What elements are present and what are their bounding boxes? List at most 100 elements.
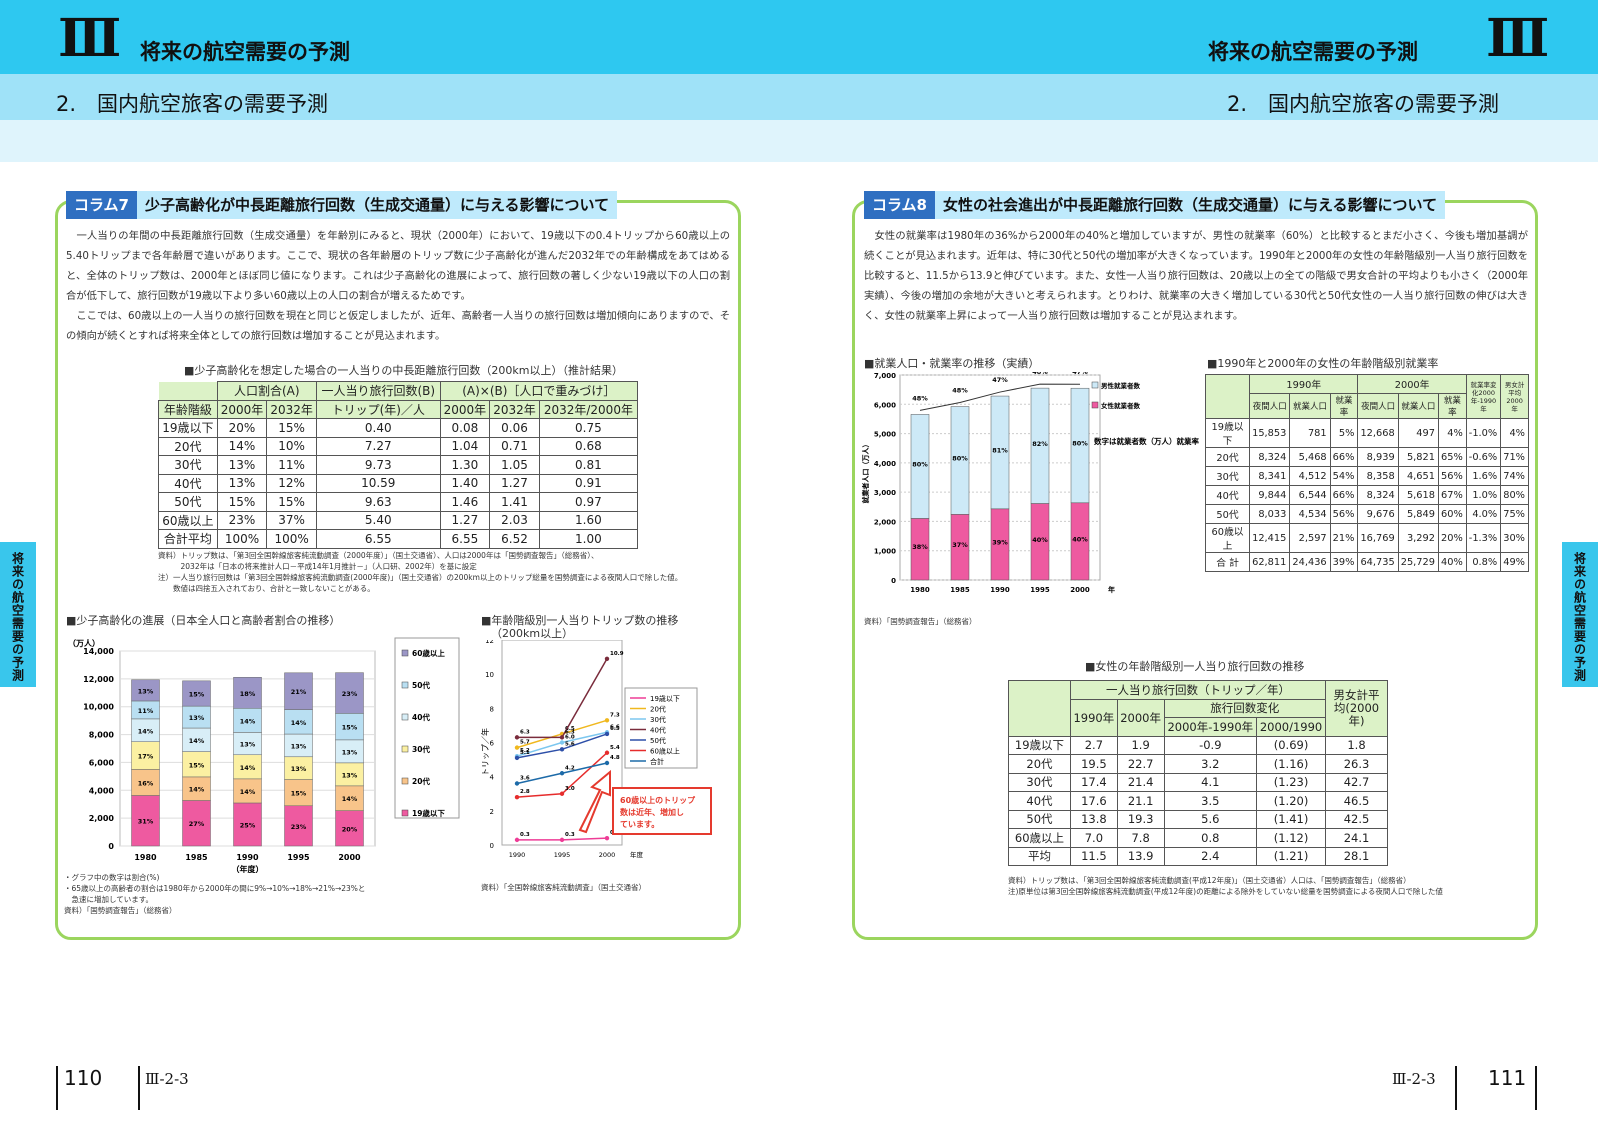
table1-cell: 0.75: [538, 418, 639, 438]
column8-heading: コラム8 女性の社会進出が中長距離旅行回数（生成交通量）に与える影響について: [864, 191, 1446, 219]
table1-cell: 12%: [266, 473, 317, 493]
y-axis-label: （万人）: [68, 638, 100, 648]
rate-total-label: 48%: [912, 394, 928, 402]
footer-rule-2: [138, 1066, 140, 1110]
table2-cell: 0.8%: [1465, 552, 1502, 572]
x-axis-label: 年度: [630, 850, 644, 859]
bar-segment-label: 14%: [240, 788, 256, 796]
rate-total-label: 48%: [952, 387, 968, 395]
table2-header-row: 1990年 2000年 就業率変化2000年-1990年 男女計平均2000年: [1204, 374, 1529, 419]
bar-segment-label: 13%: [138, 687, 154, 695]
table3-cell: 24.1: [1325, 828, 1388, 848]
table1-row-label: 合計平均: [158, 529, 218, 549]
x-tick-label: 1995: [1030, 586, 1050, 594]
table3-cell: 42.7: [1325, 772, 1388, 792]
data-label: 4.8: [610, 755, 620, 761]
bar-segment: [233, 754, 262, 780]
table2-cell: 12,415: [1249, 523, 1291, 553]
legend-label: 40代: [412, 712, 430, 722]
table3-row: 30代 17.4 21.4 4.1 (1.23) 42.7: [1008, 772, 1388, 792]
data-point: [559, 791, 565, 796]
table1-cell: 14%: [216, 436, 268, 456]
y-tick-label: 10: [485, 671, 494, 679]
rate-female-label: 37%: [952, 541, 968, 549]
table1-cell: 15%: [266, 418, 317, 438]
table2-cell: 60%: [1438, 504, 1467, 524]
bar-segment: [284, 709, 313, 735]
table2-cell: 15,853: [1249, 418, 1291, 448]
table1-cell: 0.81: [538, 455, 639, 475]
bar-segment-label: 18%: [240, 690, 256, 698]
table1-cell: 13%: [216, 473, 268, 493]
page-number-left: 110: [64, 1066, 103, 1090]
population-chart: 02,0004,0006,0008,00010,00012,00014,000（…: [68, 637, 460, 873]
bar-segment: [284, 672, 313, 710]
table2-row: 50代 8,033 4,534 56% 9,676 5,849 60% 4.0% 75%: [1204, 504, 1529, 524]
legend-swatch: [1091, 401, 1099, 409]
y-tick-label: 2: [490, 808, 494, 816]
bar-segment-label: 15%: [291, 790, 307, 798]
table2-cell: 66%: [1329, 447, 1359, 467]
table1-cell: 0.40: [315, 418, 441, 438]
table3-cell: 17.6: [1070, 791, 1118, 811]
table1-cell: 11%: [266, 455, 317, 475]
rate-male-label: 80%: [952, 454, 968, 462]
bar-segment: [131, 679, 160, 702]
table2-cell: 4%: [1438, 418, 1467, 448]
table3-cell: 21.1: [1116, 791, 1165, 811]
callout-text: ています。: [620, 820, 659, 829]
y-tick-label: 14,000: [83, 647, 114, 656]
table3-cell: (1.20): [1256, 791, 1326, 811]
table1-cell: 1.40: [439, 473, 491, 493]
table2-cell: 75%: [1500, 504, 1529, 524]
table1-cell: 15%: [266, 492, 317, 512]
y-tick-label: 4: [490, 774, 495, 782]
bar-segment-label: 13%: [189, 714, 205, 722]
y-tick-label: 10,000: [83, 703, 114, 712]
rate-male-label: 81%: [992, 446, 1008, 454]
table2-cell: 9,676: [1357, 504, 1399, 524]
table3-cell: 13.9: [1116, 846, 1165, 866]
bar-segment: [284, 779, 313, 807]
table3-cell: (1.16): [1256, 754, 1326, 774]
table1-cell: 0.91: [538, 473, 639, 493]
header-spacer-band: [0, 120, 1598, 162]
bar-segment-label: 17%: [138, 753, 154, 761]
table2-row: 40代 9,844 6,544 66% 8,324 5,618 67% 1.0% 80%: [1204, 485, 1529, 505]
rate-total-label: 48%: [1032, 372, 1048, 376]
data-label: 7.3: [610, 712, 620, 718]
table1-subheader-row: 年齢階級 2000年 2032年 トリップ(年)／人 2000年 2032年 2…: [158, 399, 639, 419]
bar-segment: [233, 802, 262, 847]
table1-cell: 0.97: [538, 492, 639, 512]
table1-body: 19歳以下 20% 15% 0.40 0.08 0.06 0.75 20代 14% 10% 7.27…: [158, 418, 639, 549]
table3-row-label: 50代: [1008, 809, 1071, 829]
table3-row: 平均 11.5 13.9 2.4 (1.21) 28.1: [1008, 846, 1388, 866]
bar-segment-label: 31%: [138, 818, 154, 826]
table3-cell: 22.7: [1116, 754, 1165, 774]
data-label: 6.3: [565, 729, 575, 735]
data-point: [514, 745, 520, 750]
table1-cell: 10%: [266, 436, 317, 456]
table1-cell: 1.46: [439, 492, 491, 512]
y-tick-label: 4,000: [89, 786, 115, 795]
y-tick-label: 7,000: [874, 372, 896, 380]
legend-swatch: [401, 745, 409, 753]
table1-cell: 1.00: [538, 529, 639, 549]
table1-cell: 0.71: [489, 436, 540, 456]
data-label: 5.6: [565, 741, 575, 747]
bar-male: [910, 414, 930, 519]
data-point: [559, 747, 565, 752]
y-tick-label: 8,000: [89, 731, 115, 740]
data-label: 6.0: [565, 735, 575, 741]
data-label: 4.2: [565, 765, 575, 771]
table2-row-label: 40代: [1204, 485, 1251, 505]
column8-tag: コラム8: [864, 191, 935, 219]
y-tick-label: 6,000: [874, 401, 896, 409]
table2-cell: 16,769: [1357, 523, 1399, 553]
bar-segment-label: 13%: [240, 741, 256, 749]
y-tick-label: 5,000: [874, 431, 896, 439]
section-title-right: 2. 国内航空旅客の需要予測: [1227, 92, 1500, 116]
rate-male-label: 80%: [1072, 440, 1088, 448]
table3-row-label: 平均: [1008, 846, 1071, 866]
table3-row: 50代 13.8 19.3 5.6 (1.41) 42.5: [1008, 809, 1388, 829]
